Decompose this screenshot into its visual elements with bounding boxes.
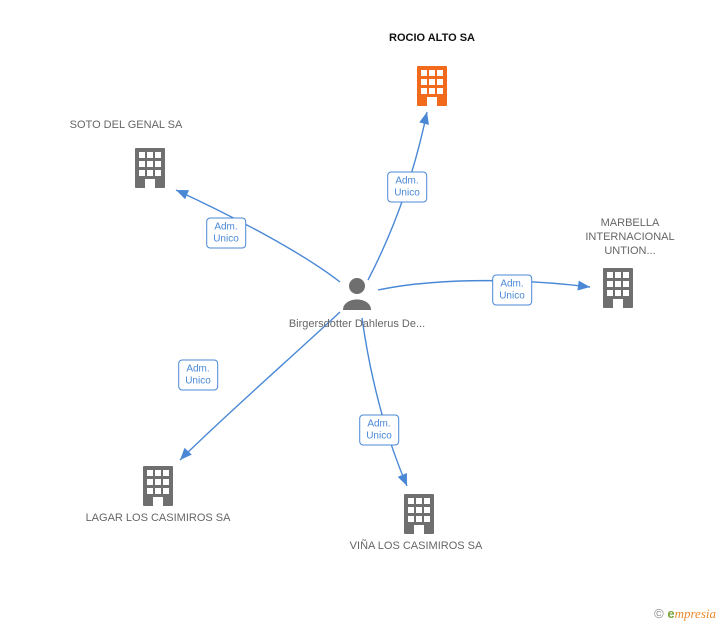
edge-e_marbella bbox=[378, 281, 590, 290]
watermark: © empresia bbox=[654, 606, 716, 622]
building-icon-vina bbox=[404, 494, 434, 534]
edge-arrow-e_rocio bbox=[419, 111, 432, 125]
edge-e_vina bbox=[362, 318, 407, 486]
node-label-soto: SOTO DEL GENAL SA bbox=[70, 119, 183, 133]
edge-label-e_lagar: Adm. Unico bbox=[178, 360, 218, 391]
edge-label-e_vina: Adm. Unico bbox=[359, 415, 399, 446]
person-icon bbox=[343, 278, 371, 310]
brand-initial: e bbox=[667, 606, 674, 621]
node-label-marbella: MARBELLA INTERNACIONAL UNTION... bbox=[581, 217, 679, 258]
node-label-rocio: ROCIO ALTO SA bbox=[389, 32, 475, 46]
brand-name: mpresia bbox=[675, 606, 716, 621]
edges-layer bbox=[0, 0, 728, 630]
building-icon-rocio bbox=[417, 66, 447, 106]
copyright-symbol: © bbox=[654, 606, 664, 621]
network-diagram: Adm. Unico Adm. Unico Adm. Unico Adm. Unico… bbox=[0, 0, 728, 630]
building-icon-marbella bbox=[603, 268, 633, 308]
edge-arrow-e_soto bbox=[174, 185, 189, 199]
edge-label-e_rocio: Adm. Unico bbox=[387, 172, 427, 203]
edge-e_soto bbox=[176, 190, 340, 282]
node-label-lagar: LAGAR LOS CASIMIROS SA bbox=[86, 512, 231, 526]
edge-arrow-e_vina bbox=[398, 473, 412, 488]
edge-label-e_marbella: Adm. Unico bbox=[492, 275, 532, 306]
center-person-label: Birgersdotter Dahlerus De... bbox=[289, 318, 425, 332]
node-label-vina: VIÑA LOS CASIMIROS SA bbox=[350, 540, 483, 554]
edge-label-e_soto: Adm. Unico bbox=[206, 218, 246, 249]
building-icon-soto bbox=[135, 148, 165, 188]
building-icon-lagar bbox=[143, 466, 173, 506]
edge-arrow-e_marbella bbox=[577, 281, 590, 292]
